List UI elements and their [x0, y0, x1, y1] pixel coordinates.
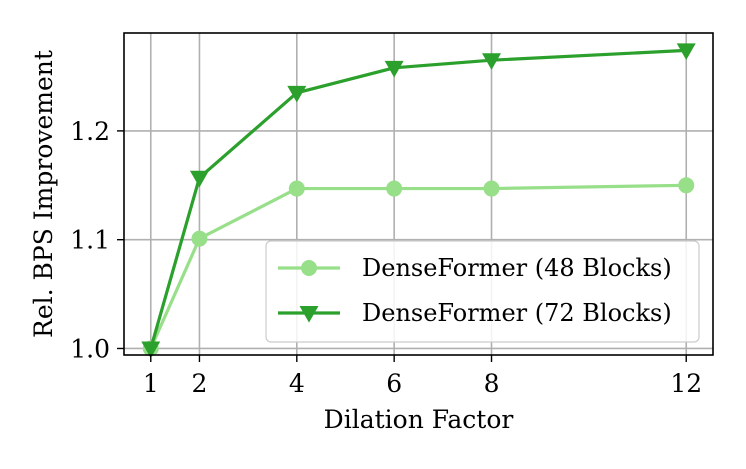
data-point [386, 180, 403, 197]
legend-item: DenseFormer (72 Blocks) [278, 299, 672, 327]
data-point [482, 53, 502, 70]
series-layer [141, 43, 696, 359]
x-tick-label: 2 [191, 369, 207, 398]
data-point [191, 230, 208, 247]
data-point [678, 177, 695, 194]
data-point [141, 341, 161, 359]
data-point [301, 260, 317, 276]
data-point [288, 180, 305, 197]
legend-box [265, 240, 700, 343]
legend-label: DenseFormer (48 Blocks) [362, 254, 672, 282]
legend-label: DenseFormer (72 Blocks) [362, 299, 672, 327]
x-tick-label: 12 [670, 369, 702, 398]
series-line [149, 48, 687, 349]
y-axis: 1.0 1.1 1.2 [70, 117, 124, 363]
y-tick-label: 1.0 [70, 334, 110, 363]
x-tick-label: 4 [289, 369, 305, 398]
data-point [189, 170, 209, 188]
x-tick-label: 6 [386, 369, 402, 398]
legend: DenseFormer (48 Blocks) DenseFormer (72 B… [265, 240, 700, 343]
y-tick-label: 1.2 [70, 117, 110, 146]
x-axis: 1 2 4 6 8 12 [143, 355, 702, 398]
data-point [299, 306, 319, 323]
x-tick-label: 8 [484, 369, 500, 398]
data-point [483, 180, 500, 197]
data-point [287, 85, 307, 103]
x-tick-label: 1 [143, 369, 159, 398]
series-line [149, 183, 687, 350]
legend-item: DenseFormer (48 Blocks) [278, 254, 672, 282]
data-point [384, 60, 404, 78]
series-2 [141, 43, 696, 359]
y-tick-label: 1.1 [70, 226, 110, 255]
data-point [676, 43, 696, 61]
x-axis-label: Dilation Factor [324, 405, 514, 434]
plot-frame [123, 32, 714, 356]
y-axis-label: Rel. BPS Improvement [29, 50, 58, 338]
